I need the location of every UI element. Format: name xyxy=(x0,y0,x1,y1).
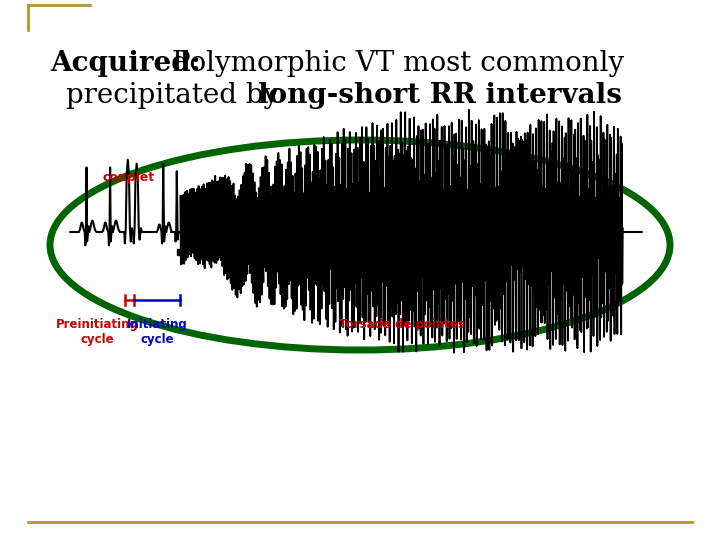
Text: Initiating
cycle: Initiating cycle xyxy=(127,318,187,346)
Text: Polymorphic VT most commonly: Polymorphic VT most commonly xyxy=(172,50,624,77)
Text: Torsade de pointes: Torsade de pointes xyxy=(338,318,464,331)
Text: precipitated by: precipitated by xyxy=(66,82,288,109)
Text: long-short RR intervals: long-short RR intervals xyxy=(258,82,622,109)
Text: couplet: couplet xyxy=(103,171,155,184)
Text: Acquired:: Acquired: xyxy=(50,50,201,77)
Text: Preinitiating
cycle: Preinitiating cycle xyxy=(56,318,139,346)
